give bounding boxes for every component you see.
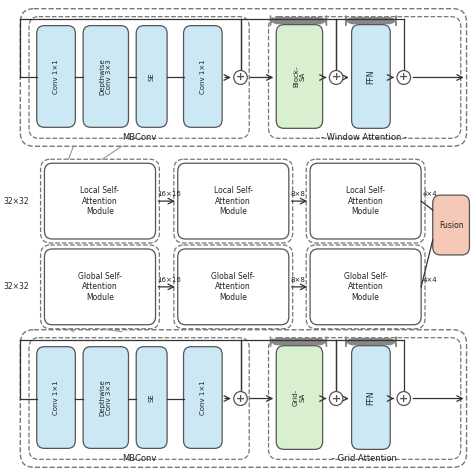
FancyBboxPatch shape: [310, 163, 421, 239]
Text: MBConv: MBConv: [122, 455, 156, 464]
Text: Conv 1×1: Conv 1×1: [200, 59, 206, 94]
FancyBboxPatch shape: [45, 249, 155, 325]
FancyBboxPatch shape: [136, 26, 167, 128]
Text: Fusion: Fusion: [439, 220, 464, 229]
FancyBboxPatch shape: [271, 16, 327, 26]
Text: Local Self-
Attention
Module: Local Self- Attention Module: [214, 186, 253, 216]
FancyBboxPatch shape: [346, 337, 396, 346]
Circle shape: [234, 71, 247, 84]
Text: - Window Attention -: - Window Attention -: [321, 133, 407, 142]
FancyBboxPatch shape: [276, 25, 323, 128]
Text: - Grid Attention: - Grid Attention: [332, 455, 397, 464]
Text: 4×4: 4×4: [423, 191, 438, 197]
Circle shape: [329, 392, 343, 405]
Text: SE: SE: [149, 393, 155, 402]
Text: Global Self-
Attention
Module: Global Self- Attention Module: [211, 272, 255, 302]
FancyBboxPatch shape: [271, 337, 327, 346]
Text: Global Self-
Attention
Module: Global Self- Attention Module: [78, 272, 122, 302]
FancyBboxPatch shape: [83, 346, 128, 448]
Text: +: +: [331, 73, 341, 82]
Text: Conv 1×1: Conv 1×1: [200, 380, 206, 415]
FancyBboxPatch shape: [36, 26, 75, 128]
Text: Grid-
SA: Grid- SA: [293, 389, 306, 406]
FancyBboxPatch shape: [352, 25, 390, 128]
Text: FFN: FFN: [366, 390, 375, 405]
Text: Global Self-
Attention
Module: Global Self- Attention Module: [344, 272, 387, 302]
FancyBboxPatch shape: [352, 346, 390, 449]
Text: +: +: [236, 73, 245, 82]
Text: 8×8: 8×8: [291, 277, 306, 283]
Text: 32×32: 32×32: [3, 283, 29, 292]
Text: Local Self-
Attention
Module: Local Self- Attention Module: [81, 186, 119, 216]
Text: Conv 1×1: Conv 1×1: [53, 380, 59, 415]
FancyBboxPatch shape: [433, 195, 469, 255]
Text: SE: SE: [149, 72, 155, 81]
Text: +: +: [399, 393, 409, 403]
Text: Conv 1×1: Conv 1×1: [53, 59, 59, 94]
Text: 16×16: 16×16: [157, 191, 182, 197]
Text: MBConv: MBConv: [122, 133, 156, 142]
FancyBboxPatch shape: [83, 26, 128, 128]
Text: 4×4: 4×4: [423, 277, 438, 283]
Text: Depthwise
Conv 3×3: Depthwise Conv 3×3: [99, 58, 112, 95]
Text: +: +: [236, 393, 245, 403]
FancyBboxPatch shape: [346, 16, 396, 26]
Circle shape: [397, 392, 410, 405]
FancyBboxPatch shape: [45, 163, 155, 239]
FancyBboxPatch shape: [178, 163, 289, 239]
Text: 16×16: 16×16: [157, 277, 182, 283]
Text: +: +: [331, 393, 341, 403]
Text: 32×32: 32×32: [3, 197, 29, 206]
Text: FFN: FFN: [366, 69, 375, 84]
Text: Local Self-
Attention
Module: Local Self- Attention Module: [346, 186, 385, 216]
Text: 8×8: 8×8: [291, 191, 306, 197]
Circle shape: [329, 71, 343, 84]
FancyBboxPatch shape: [310, 249, 421, 325]
Text: Block-
SA: Block- SA: [293, 66, 306, 87]
Circle shape: [397, 71, 410, 84]
FancyBboxPatch shape: [183, 26, 222, 128]
FancyBboxPatch shape: [136, 346, 167, 448]
FancyBboxPatch shape: [36, 346, 75, 448]
FancyBboxPatch shape: [183, 346, 222, 448]
Text: Depthwise
Conv 3×3: Depthwise Conv 3×3: [99, 379, 112, 416]
Text: +: +: [399, 73, 409, 82]
Circle shape: [234, 392, 247, 405]
FancyBboxPatch shape: [276, 346, 323, 449]
FancyBboxPatch shape: [178, 249, 289, 325]
